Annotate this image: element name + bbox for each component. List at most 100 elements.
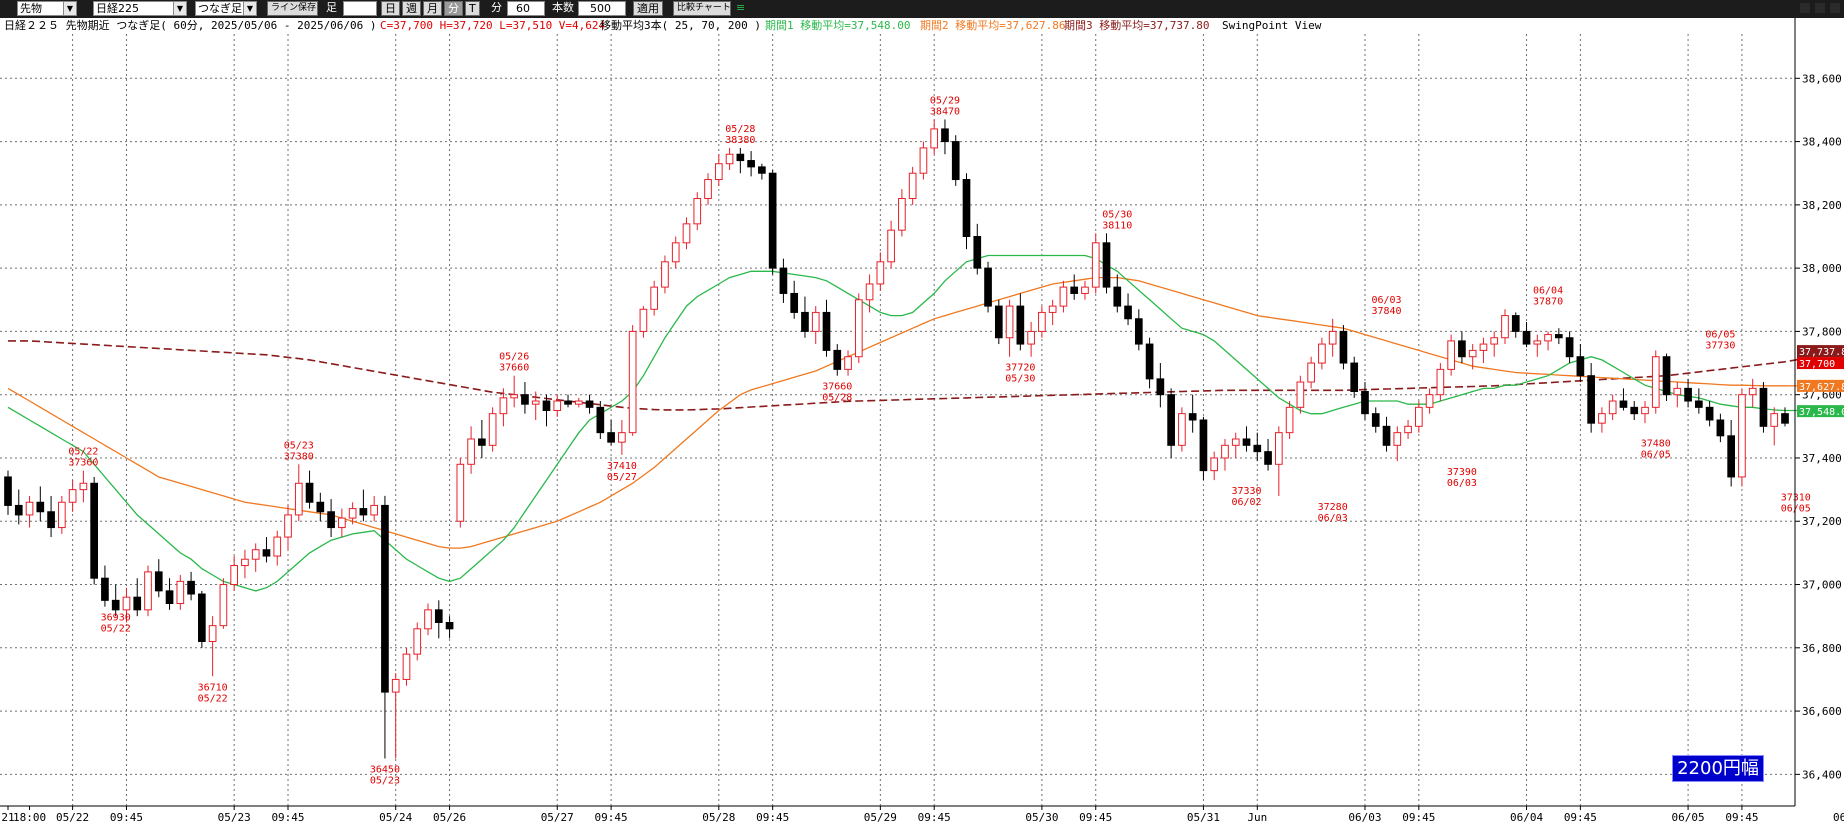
price-tag-label: 37,737.8	[1799, 347, 1844, 358]
candle-body	[230, 565, 239, 586]
candle-body	[768, 172, 777, 269]
swing-high-price: 38380	[725, 135, 755, 146]
apply-button[interactable]: 適用	[633, 1, 663, 16]
candle-body	[1264, 451, 1272, 465]
candle-body	[133, 596, 142, 611]
candle-body	[542, 400, 551, 412]
minute-label: 分	[491, 1, 502, 14]
candle-body	[1565, 337, 1574, 358]
swing-low-date: 06/02	[1231, 497, 1261, 508]
price-tag-box	[1797, 345, 1844, 358]
x-tick-label: 09:45	[271, 811, 304, 824]
price-tag-label: 37,700	[1799, 359, 1835, 370]
x-tick-label: 06/03	[1348, 811, 1381, 824]
price-tag-box	[1797, 379, 1844, 392]
candle-body	[1458, 340, 1466, 358]
market-select[interactable]: 先物 ▼	[17, 1, 77, 16]
price-chart[interactable]: 05/22373603693005/223671005/2205/2337380…	[0, 18, 1844, 831]
candle-body	[962, 179, 971, 237]
candle-body	[585, 400, 594, 408]
y-tick-label: 38,000	[1802, 262, 1842, 275]
x-tick-label: 05/27	[541, 811, 574, 824]
swing-high-date: 05/22	[68, 447, 98, 458]
candle-body	[790, 292, 799, 313]
candle-body	[381, 504, 389, 693]
candle-body	[779, 267, 788, 294]
period-button-month[interactable]: 月	[423, 1, 442, 16]
candle-body	[725, 153, 734, 165]
candle-body	[1167, 394, 1175, 446]
ashi-input[interactable]	[343, 1, 377, 16]
candle-body	[1038, 311, 1046, 332]
candle-body	[1619, 400, 1628, 408]
candle-body	[1533, 340, 1542, 345]
bars-label: 本数	[552, 1, 574, 14]
toolbar: 先物 ▼ 日経225 ▼ つなぎ足 ▼ ライン保存 足 日 週 月 分 T 分 …	[0, 0, 1844, 18]
bartype-select[interactable]: つなぎ足 ▼	[195, 1, 257, 16]
swing-low-price: 36450	[370, 765, 400, 776]
candle-body	[208, 625, 217, 642]
candle-body	[521, 394, 529, 405]
swing-low-price: 37330	[1231, 486, 1261, 497]
swing-low-price: 37660	[822, 382, 852, 393]
candle-body	[273, 536, 282, 557]
candle-body	[1479, 343, 1488, 351]
period-button-minute[interactable]: 分	[444, 1, 463, 16]
chart-settings-icon[interactable]: ≡	[736, 1, 746, 14]
bars-input[interactable]: 500	[578, 1, 626, 16]
minutes-input[interactable]: 60	[507, 1, 545, 16]
swing-high-price: 37870	[1533, 296, 1563, 307]
y-tick-label: 38,200	[1802, 199, 1842, 212]
candle-body	[1662, 356, 1671, 396]
swing-low-price: 37480	[1641, 439, 1671, 450]
swing-high-date: 05/28	[725, 124, 755, 135]
candle-body	[1253, 444, 1262, 453]
ma2-legend: 期間2 移動平均=37,627.86	[920, 18, 1065, 32]
candle-body	[1102, 242, 1111, 288]
candle-body	[844, 356, 852, 370]
y-tick-label: 36,400	[1802, 768, 1842, 781]
x-tick-label: 09:45	[1402, 811, 1435, 824]
candle-body	[165, 590, 174, 605]
candle-body	[305, 482, 314, 503]
bartype-select-value: つなぎ足	[198, 2, 242, 15]
x-tick-label: 09:45	[110, 811, 143, 824]
candle-body	[79, 482, 88, 491]
compare-chart-button[interactable]: 比較チャート	[673, 1, 731, 16]
candle-body	[661, 261, 669, 288]
symbol-select[interactable]: 日経225 ▼	[93, 1, 187, 16]
candle-body	[1673, 387, 1682, 396]
candle-body	[1113, 286, 1122, 307]
candle-body	[1727, 435, 1735, 478]
candle-body	[1221, 444, 1229, 459]
candle-body	[488, 413, 497, 446]
candle-body	[391, 678, 400, 693]
candle-body	[434, 609, 443, 623]
minimize-icon[interactable]	[1800, 3, 1810, 13]
maximize-icon[interactable]	[1815, 3, 1825, 13]
candle-body	[1027, 330, 1035, 345]
period-button-tick[interactable]: T	[465, 1, 480, 16]
chevron-down-icon: ▼	[173, 2, 186, 15]
period-button-day[interactable]: 日	[381, 1, 400, 16]
candle-body	[294, 482, 303, 516]
candle-body	[90, 482, 98, 579]
period-button-week[interactable]: 週	[402, 1, 421, 16]
x-tick-label: 09:45	[1564, 811, 1597, 824]
candle-body	[122, 596, 131, 611]
close-icon[interactable]	[1830, 3, 1840, 13]
candle-body	[47, 511, 55, 529]
x-tick-label: 09:45	[1079, 811, 1112, 824]
save-lines-button[interactable]: ライン保存	[267, 1, 318, 16]
swing-low-price: 37720	[1005, 363, 1035, 374]
candle-body	[564, 400, 572, 405]
candle-body	[456, 463, 465, 522]
ma1-line	[7, 254, 1807, 592]
